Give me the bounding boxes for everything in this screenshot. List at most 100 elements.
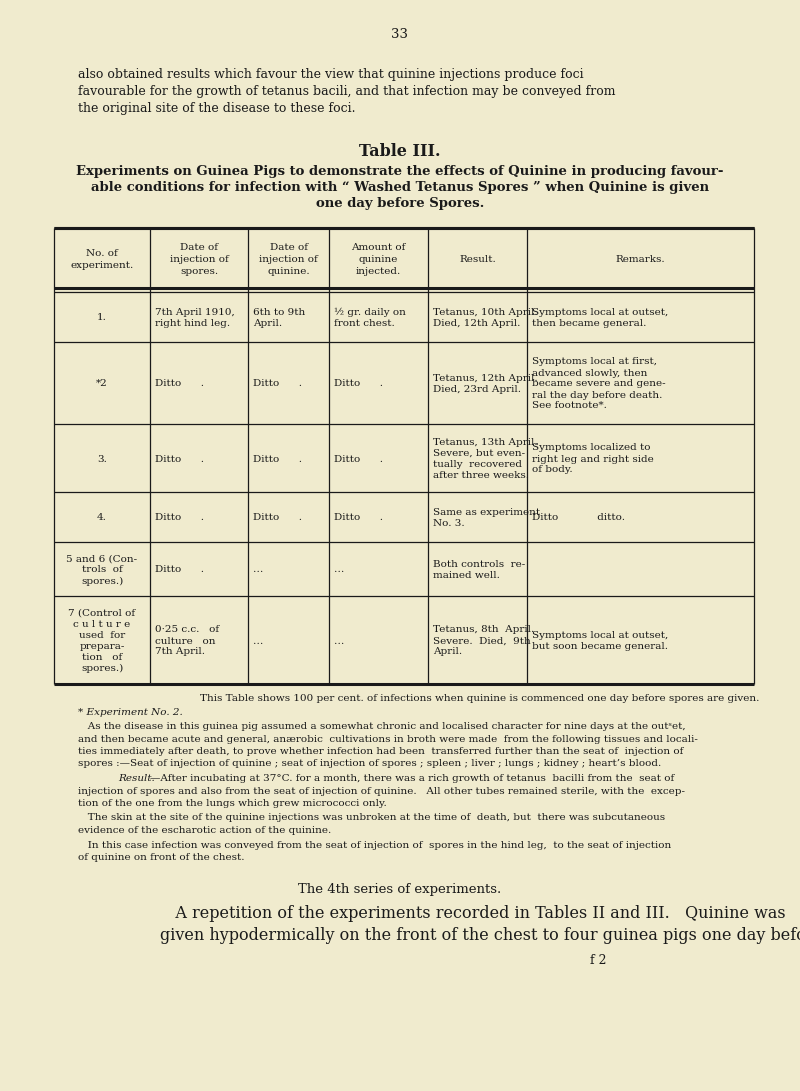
Text: —After incubating at 37°C. for a month, there was a rich growth of tetanus  baci: —After incubating at 37°C. for a month, … — [150, 774, 674, 783]
Text: The skin at the site of the quinine injections was unbroken at the time of  deat: The skin at the site of the quinine inje… — [78, 814, 665, 823]
Text: 3.: 3. — [97, 455, 107, 464]
Text: favourable for the growth of tetanus bacili, and that infection may be conveyed : favourable for the growth of tetanus bac… — [78, 85, 615, 98]
Text: one day before Spores.: one day before Spores. — [316, 197, 484, 209]
Text: injection of: injection of — [259, 255, 318, 264]
Text: spores.): spores.) — [81, 576, 123, 586]
Text: …: … — [253, 565, 263, 575]
Text: also obtained results which favour the view that quinine injections produce foci: also obtained results which favour the v… — [78, 68, 584, 81]
Text: A repetition of the experiments recorded in Tables II and III.   Quinine was: A repetition of the experiments recorded… — [160, 906, 786, 923]
Text: Died, 12th April.: Died, 12th April. — [433, 319, 520, 328]
Text: …: … — [253, 636, 263, 646]
Text: Tetanus, 13th April.: Tetanus, 13th April. — [433, 437, 538, 447]
Text: Symptoms local at outset,: Symptoms local at outset, — [532, 631, 668, 640]
Text: Ditto      .: Ditto . — [155, 455, 204, 464]
Text: and then became acute and general, anærobic  cultivations in broth were made  fr: and then became acute and general, anæro… — [78, 734, 698, 743]
Text: No. of: No. of — [86, 249, 118, 257]
Text: Died, 23rd April.: Died, 23rd April. — [433, 385, 521, 394]
Text: In this case infection was conveyed from the seat of injection of  spores in the: In this case infection was conveyed from… — [78, 840, 671, 850]
Text: 33: 33 — [391, 28, 409, 41]
Text: injection of spores and also from the seat of injection of quinine.   All other : injection of spores and also from the se… — [78, 787, 685, 795]
Text: Tetanus, 8th  April.: Tetanus, 8th April. — [433, 625, 534, 635]
Text: Symptoms local at outset,: Symptoms local at outset, — [532, 308, 668, 317]
Text: Symptoms localized to: Symptoms localized to — [532, 444, 650, 453]
Text: No. 3.: No. 3. — [433, 519, 465, 528]
Text: the original site of the disease to these foci.: the original site of the disease to thes… — [78, 101, 355, 115]
Text: Tetanus, 10th April.: Tetanus, 10th April. — [433, 308, 538, 317]
Text: quinine: quinine — [359, 255, 398, 264]
Text: Ditto      .: Ditto . — [253, 380, 302, 388]
Text: Table III.: Table III. — [359, 143, 441, 160]
Text: Both controls  re-: Both controls re- — [433, 560, 526, 570]
Text: 7th April 1910,: 7th April 1910, — [155, 308, 234, 317]
Text: trols  of: trols of — [82, 565, 122, 575]
Text: tion of the one from the lungs which grew micrococci only.: tion of the one from the lungs which gre… — [78, 799, 386, 808]
Text: right hind leg.: right hind leg. — [155, 319, 230, 328]
Text: Ditto      .: Ditto . — [334, 380, 383, 388]
Text: Ditto      .: Ditto . — [253, 514, 302, 523]
Text: This Table shows 100 per cent. of infections when quinine is commenced one day b: This Table shows 100 per cent. of infect… — [200, 694, 759, 703]
Text: 7th April.: 7th April. — [155, 647, 205, 657]
Text: given hypodermically on the front of the chest to four guinea pigs one day befor: given hypodermically on the front of the… — [160, 927, 800, 945]
Text: Severe, but even-: Severe, but even- — [433, 449, 525, 458]
Text: quinine.: quinine. — [267, 267, 310, 276]
Text: f 2: f 2 — [590, 954, 606, 967]
Text: * Experiment No. 2.: * Experiment No. 2. — [78, 708, 182, 717]
Text: of body.: of body. — [532, 466, 573, 475]
Text: tion   of: tion of — [82, 654, 122, 662]
Text: ral the day before death.: ral the day before death. — [532, 391, 662, 399]
Text: 1.: 1. — [97, 313, 107, 323]
Text: mained well.: mained well. — [433, 571, 500, 580]
Text: but soon became general.: but soon became general. — [532, 642, 668, 651]
Text: Tetanus, 12th April.: Tetanus, 12th April. — [433, 374, 538, 383]
Text: Ditto      .: Ditto . — [253, 455, 302, 464]
Text: evidence of the escharotic action of the quinine.: evidence of the escharotic action of the… — [78, 826, 331, 835]
Text: then became general.: then became general. — [532, 319, 646, 328]
Text: Ditto      .: Ditto . — [155, 514, 204, 523]
Text: 7 (Control of: 7 (Control of — [69, 609, 135, 618]
Text: after three weeks.: after three weeks. — [433, 471, 529, 480]
Text: Same as experiment: Same as experiment — [433, 508, 540, 517]
Text: Ditto      .: Ditto . — [155, 380, 204, 388]
Text: Amount of: Amount of — [351, 243, 406, 252]
Text: of quinine on front of the chest.: of quinine on front of the chest. — [78, 853, 245, 862]
Text: Symptoms local at first,: Symptoms local at first, — [532, 358, 657, 367]
Text: Date of: Date of — [180, 243, 218, 252]
Text: Ditto      .: Ditto . — [334, 514, 383, 523]
Text: Severe.  Died,  9th: Severe. Died, 9th — [433, 636, 530, 646]
Text: c u l t u r e: c u l t u r e — [74, 620, 130, 630]
Text: *2: *2 — [96, 380, 108, 388]
Text: As the disease in this guinea pig assumed a somewhat chronic and localised chara: As the disease in this guinea pig assume… — [78, 722, 686, 731]
Text: became severe and gene-: became severe and gene- — [532, 380, 666, 388]
Text: Remarks.: Remarks. — [616, 255, 666, 264]
Text: Result.: Result. — [459, 255, 496, 264]
Text: 5 and 6 (Con-: 5 and 6 (Con- — [66, 554, 138, 563]
Text: …: … — [334, 565, 344, 575]
Text: Ditto            ditto.: Ditto ditto. — [532, 514, 625, 523]
Text: advanced slowly, then: advanced slowly, then — [532, 369, 647, 377]
Text: tually  recovered: tually recovered — [433, 460, 522, 469]
Text: ½ gr. daily on: ½ gr. daily on — [334, 308, 406, 317]
Text: able conditions for infection with “ Washed Tetanus Spores ” when Quinine is giv: able conditions for infection with “ Was… — [91, 181, 709, 194]
Text: The 4th series of experiments.: The 4th series of experiments. — [298, 884, 502, 897]
Text: spores.: spores. — [180, 267, 218, 276]
Text: 6th to 9th: 6th to 9th — [253, 308, 306, 317]
Text: injection of: injection of — [170, 255, 228, 264]
Text: April.: April. — [433, 647, 462, 657]
Text: April.: April. — [253, 319, 282, 328]
Text: culture   on: culture on — [155, 636, 215, 646]
Text: Ditto      .: Ditto . — [334, 455, 383, 464]
Text: prepara-: prepara- — [79, 642, 125, 651]
Text: used  for: used for — [79, 631, 125, 640]
Text: experiment.: experiment. — [70, 261, 134, 269]
Text: ties immediately after death, to prove whether infection had been  transferred f: ties immediately after death, to prove w… — [78, 747, 683, 756]
Text: Result.: Result. — [118, 774, 154, 783]
Text: Ditto      .: Ditto . — [155, 565, 204, 575]
Text: spores :—Seat of injection of quinine ; seat of injection of spores ; spleen ; l: spores :—Seat of injection of quinine ; … — [78, 759, 662, 768]
Text: 4.: 4. — [97, 514, 107, 523]
Text: spores.): spores.) — [81, 664, 123, 673]
Text: front chest.: front chest. — [334, 319, 394, 328]
Text: 0·25 c.c.   of: 0·25 c.c. of — [155, 625, 219, 635]
Text: Experiments on Guinea Pigs to demonstrate the effects of Quinine in producing fa: Experiments on Guinea Pigs to demonstrat… — [76, 165, 724, 178]
Text: …: … — [334, 636, 344, 646]
Text: See footnote*.: See footnote*. — [532, 401, 607, 410]
